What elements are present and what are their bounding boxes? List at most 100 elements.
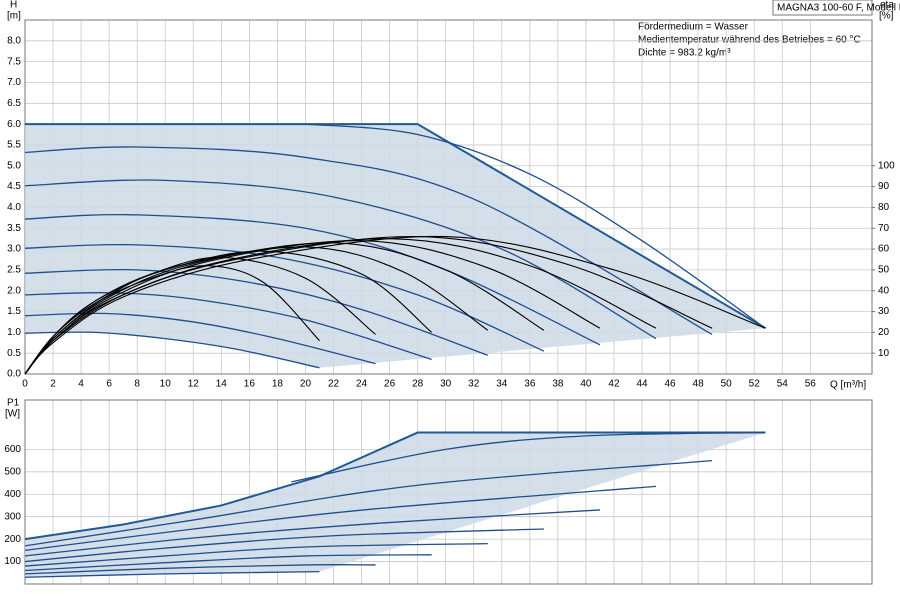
speed-curve xyxy=(291,431,766,483)
x-tick-label: 50 xyxy=(721,379,733,390)
y2-tick-label: 70 xyxy=(878,223,890,234)
y-tick-label: 4.0 xyxy=(7,202,21,213)
x-tick-label: 2 xyxy=(50,379,56,390)
speed-curve xyxy=(24,528,544,563)
x-tick-label: 30 xyxy=(440,379,452,390)
speed-curve xyxy=(24,243,545,352)
y-tick-label: 6.5 xyxy=(7,98,21,109)
efficiency-curve xyxy=(24,235,766,375)
efficiency-curve xyxy=(24,238,657,375)
y-tick-label: 1.5 xyxy=(7,306,21,317)
y2-tick-label: 100 xyxy=(878,160,895,171)
operating-area xyxy=(25,124,766,368)
y-tick-label: 500 xyxy=(4,466,21,477)
y-tick-label: 2.5 xyxy=(7,265,21,276)
x-tick-label: 4 xyxy=(78,379,84,390)
x-tick-label: 18 xyxy=(272,379,284,390)
y-tick-label: 2.0 xyxy=(7,285,21,296)
y-tick-label: 3.5 xyxy=(7,223,21,234)
y-axis-unit: [m] xyxy=(7,11,21,22)
y-tick-label: 8.0 xyxy=(7,35,21,46)
y2-tick-label: 40 xyxy=(878,285,890,296)
x-tick-label: 12 xyxy=(188,379,200,390)
y-tick-label: 4.5 xyxy=(7,181,21,192)
max-curve xyxy=(24,431,766,541)
operating-area xyxy=(25,432,766,578)
annotation: Fördermedium = Wasser xyxy=(638,22,749,33)
speed-curve xyxy=(24,459,713,547)
x-tick-label: 24 xyxy=(356,379,368,390)
x-tick-label: 48 xyxy=(693,379,705,390)
y2-tick-label: 20 xyxy=(878,327,890,338)
x-tick-label: 44 xyxy=(636,379,648,390)
x-tick-label: 56 xyxy=(805,379,817,390)
x-tick-label: 10 xyxy=(160,379,172,390)
y-tick-label: 7.5 xyxy=(7,56,21,67)
y-tick-label: 3.0 xyxy=(7,244,21,255)
y2-tick-label: 60 xyxy=(878,244,890,255)
y-tick-label: 5.5 xyxy=(7,140,21,151)
x-tick-label: 26 xyxy=(384,379,396,390)
x-tick-label: 14 xyxy=(216,379,228,390)
y-tick-label: 0.0 xyxy=(7,369,21,380)
x-tick-label: 40 xyxy=(580,379,592,390)
speed-curve xyxy=(24,485,657,551)
title-box xyxy=(772,0,873,16)
y-tick-label: 300 xyxy=(4,511,21,522)
y-tick-label: 6.0 xyxy=(7,119,21,130)
y-axis-label: H xyxy=(10,0,17,11)
y-tick-label: 7.0 xyxy=(7,77,21,88)
x-tick-label: 28 xyxy=(412,379,424,390)
y-tick-label: 200 xyxy=(4,534,21,545)
speed-curve xyxy=(24,509,600,557)
speed-curve xyxy=(24,179,657,340)
y-tick-label: 5.0 xyxy=(7,160,21,171)
y2-tick-label: 80 xyxy=(878,202,890,213)
x-tick-label: 42 xyxy=(608,379,620,390)
speed-curve xyxy=(24,571,320,578)
speed-curve xyxy=(24,213,601,346)
x-tick-label: 46 xyxy=(665,379,677,390)
annotation: Dichte = 983.2 kg/m³ xyxy=(638,48,731,59)
x-tick-label: 54 xyxy=(777,379,789,390)
x-tick-label: 52 xyxy=(749,379,761,390)
y2-tick-label: 30 xyxy=(878,306,890,317)
x-tick-label: 20 xyxy=(300,379,312,390)
efficiency-curve xyxy=(24,242,545,375)
x-tick-label: 34 xyxy=(496,379,508,390)
speed-curve xyxy=(24,554,432,572)
x-tick-label: 38 xyxy=(552,379,564,390)
chart-title: MAGNA3 100-60 F, Modell E xyxy=(777,3,900,14)
plot-frame xyxy=(24,399,873,585)
speed-curve xyxy=(24,564,376,575)
x-tick-label: 6 xyxy=(106,379,112,390)
annotation: Medientemperatur während des Betriebes =… xyxy=(638,35,861,46)
y2-tick-label: 90 xyxy=(878,181,890,192)
y-tick-label: 1.0 xyxy=(7,327,21,338)
speed-curve xyxy=(24,292,432,361)
y2-axis-label: eta xyxy=(880,0,894,11)
x-tick-label: 32 xyxy=(468,379,480,390)
x-tick-label: 8 xyxy=(134,379,140,390)
y-tick-label: 400 xyxy=(4,489,21,500)
x-tick-label: 22 xyxy=(328,379,340,390)
speed-curve xyxy=(24,146,713,336)
efficiency-curve xyxy=(24,236,713,375)
x-tick-label: 0 xyxy=(22,379,28,390)
y-tick-label: 600 xyxy=(4,444,21,455)
y2-axis-unit: [%] xyxy=(879,11,894,22)
speed-curve xyxy=(24,542,488,567)
speed-curve xyxy=(305,123,766,329)
y-tick-label: 0.5 xyxy=(7,348,21,359)
y-tick-label: 100 xyxy=(4,556,21,567)
x-axis-label: Q [m³/h] xyxy=(830,380,866,391)
x-tick-label: 36 xyxy=(524,379,536,390)
speed-curve xyxy=(24,268,488,356)
y-axis-label: P1 xyxy=(7,398,20,409)
y2-tick-label: 10 xyxy=(878,348,890,359)
y2-tick-label: 50 xyxy=(878,265,890,276)
max-curve xyxy=(25,123,766,330)
y-axis-unit: [W] xyxy=(5,409,20,420)
x-tick-label: 16 xyxy=(244,379,256,390)
